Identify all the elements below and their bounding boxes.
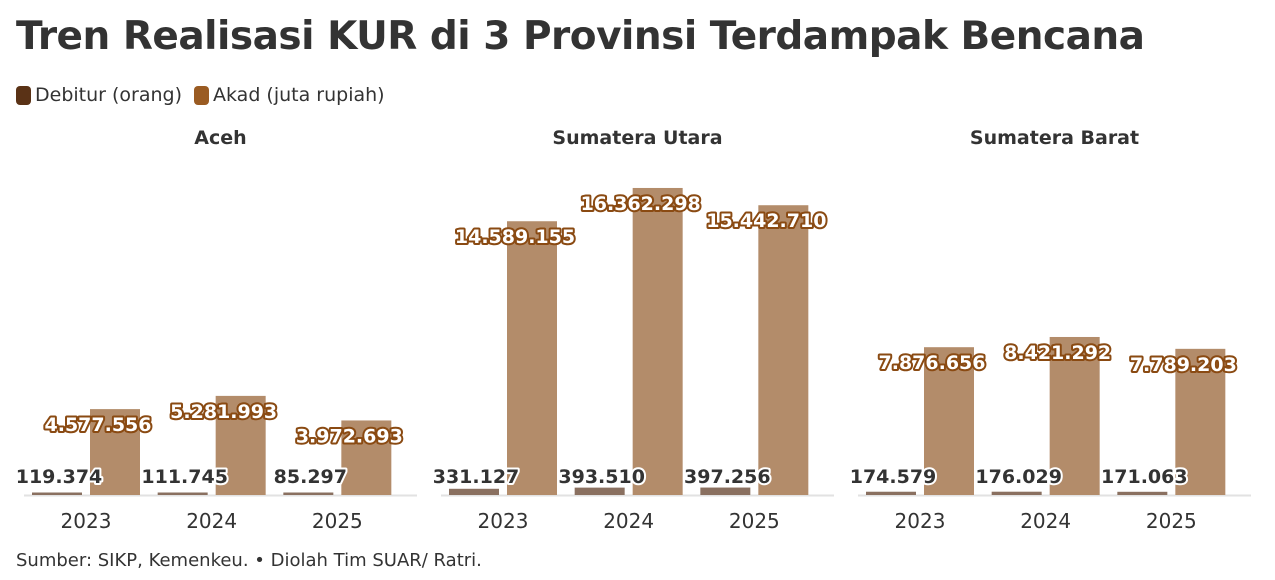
- x-tick-label: 2024: [186, 509, 237, 533]
- bar-chart: Aceh 119.374 4.577.556 2023 111.745 5.281.993…: [14, 127, 1251, 533]
- x-tick-label: 2025: [312, 509, 363, 533]
- data-label-debitur: 176.029: [975, 466, 1062, 488]
- legend-label-debitur: Debitur (orang): [35, 84, 183, 106]
- data-label-akad: 15.442.710: [706, 210, 826, 232]
- bar-debitur: [32, 492, 82, 495]
- x-tick-label: 2025: [729, 509, 780, 533]
- data-label-debitur: 331.127: [433, 466, 520, 488]
- data-label-debitur: 85.297: [274, 466, 347, 488]
- bar-debitur: [574, 487, 625, 495]
- data-label-akad: 3.972.693: [296, 425, 403, 447]
- bar-akad: [1175, 348, 1226, 495]
- legend-swatch-debitur: [16, 85, 31, 105]
- bar-debitur: [157, 492, 208, 495]
- legend: Debitur (orang) Akad (juta rupiah): [16, 84, 397, 106]
- legend-label-akad: Akad (juta rupiah): [213, 84, 385, 106]
- source-note: Sumber: SIKP, Kemenkeu. • Diolah Tim SUA…: [16, 550, 482, 571]
- bar-debitur: [866, 491, 916, 495]
- chart-title: Tren Realisasi KUR di 3 Provinsi Terdamp…: [16, 14, 1145, 59]
- bar-debitur: [1117, 491, 1168, 495]
- data-label-akad: 8.421.292: [1004, 342, 1111, 364]
- legend-item-akad: Akad (juta rupiah): [194, 84, 385, 106]
- bar-akad: [507, 221, 557, 495]
- data-label-akad: 7.876.656: [879, 352, 986, 374]
- bar-akad: [1049, 336, 1100, 495]
- data-label-debitur: 397.256: [684, 466, 771, 488]
- data-label-debitur: 171.063: [1101, 466, 1188, 488]
- panel-title: Sumatera Utara: [552, 127, 722, 149]
- bar-akad: [758, 205, 809, 495]
- data-label-akad: 16.362.298: [581, 193, 701, 215]
- x-tick-label: 2023: [61, 509, 112, 533]
- x-tick-label: 2023: [478, 509, 529, 533]
- x-tick-label: 2024: [1020, 509, 1071, 533]
- data-label-debitur: 119.374: [16, 466, 103, 488]
- bar-debitur: [700, 487, 751, 495]
- data-label-akad: 14.589.155: [455, 226, 575, 248]
- legend-swatch-akad: [194, 85, 210, 105]
- bar-akad: [632, 187, 683, 495]
- bar-akad: [215, 395, 266, 495]
- x-tick-label: 2024: [603, 509, 654, 533]
- data-label-debitur: 174.579: [850, 466, 937, 488]
- panel-title: Sumatera Barat: [970, 127, 1139, 149]
- panel-title: Aceh: [194, 127, 246, 149]
- bar-akad: [341, 420, 392, 495]
- bar-debitur: [283, 492, 334, 495]
- data-label-debitur: 111.745: [141, 466, 228, 488]
- data-label-akad: 7.789.203: [1130, 354, 1237, 376]
- x-tick-label: 2025: [1146, 509, 1197, 533]
- data-label-akad: 4.577.556: [45, 414, 152, 436]
- bar-debitur: [991, 491, 1042, 495]
- bar-akad: [90, 409, 140, 495]
- bar-debitur: [449, 488, 499, 495]
- legend-item-debitur: Debitur (orang): [16, 84, 182, 106]
- data-label-akad: 5.281.993: [170, 401, 277, 423]
- bar-akad: [924, 347, 974, 495]
- x-tick-label: 2023: [895, 509, 946, 533]
- data-label-debitur: 393.510: [558, 466, 645, 488]
